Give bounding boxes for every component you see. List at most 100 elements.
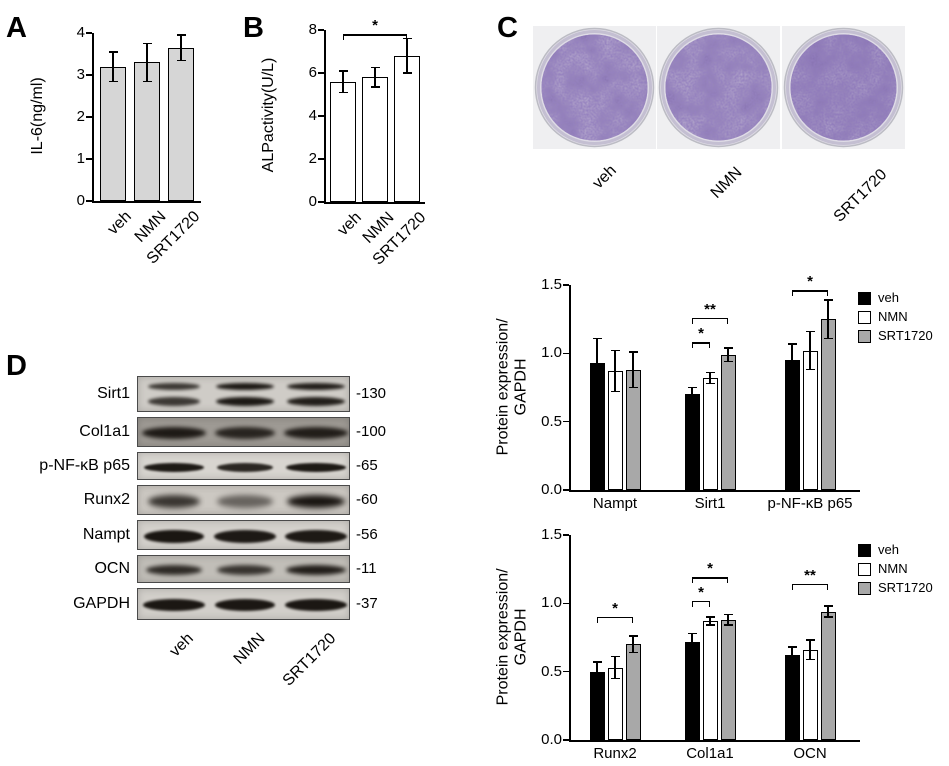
sig-bracket — [692, 342, 710, 344]
y-tick — [318, 201, 324, 203]
error-cap-bottom — [805, 368, 815, 371]
sig-bracket-end — [708, 342, 710, 349]
y-tick — [318, 115, 324, 117]
blot-row-label: Nampt — [82, 526, 130, 543]
error-cap-bottom — [142, 80, 152, 83]
y-tick-label: 3 — [76, 66, 85, 83]
y-tick-label: 1.5 — [541, 276, 562, 293]
sig-label: * — [807, 273, 813, 291]
error-cap-top — [823, 605, 833, 607]
error-bar — [791, 343, 793, 377]
error-cap-bottom — [628, 651, 638, 654]
error-cap-top — [338, 70, 348, 72]
legend-label: SRT1720 — [878, 580, 933, 595]
legend-swatch — [858, 563, 871, 576]
dish-stain-texture — [790, 34, 897, 141]
error-cap-bottom — [402, 72, 412, 74]
error-bar — [614, 656, 616, 679]
bar — [330, 81, 356, 202]
error-bar — [809, 331, 811, 370]
blot-band — [214, 427, 275, 439]
error-cap-bottom — [338, 91, 348, 94]
blot-band — [284, 529, 347, 543]
error-cap-top — [787, 646, 797, 648]
x-axis — [324, 202, 425, 204]
sig-bracket-end — [792, 290, 794, 297]
blot-band — [141, 427, 206, 439]
y-tick — [563, 534, 569, 536]
legend-swatch — [858, 582, 871, 595]
sig-bracket-end — [692, 577, 694, 584]
error-cap-top — [723, 613, 733, 616]
y-tick-label: 0.0 — [541, 481, 562, 498]
error-cap-bottom — [628, 386, 638, 389]
sig-bracket-end — [631, 617, 633, 623]
error-bar — [727, 347, 729, 362]
blot-row-label: OCN — [94, 560, 130, 577]
y-axis — [324, 30, 326, 203]
error-bar — [112, 51, 114, 82]
y-tick — [563, 420, 569, 423]
error-bar — [691, 633, 693, 650]
error-bar — [406, 38, 408, 73]
y-tick — [563, 602, 569, 605]
y-tick — [318, 158, 324, 160]
molecular-weight-label: -11 — [356, 560, 377, 577]
error-cap-top — [628, 635, 638, 637]
error-bar — [709, 372, 711, 384]
error-cap-top — [592, 337, 602, 340]
sig-bracket-end — [692, 317, 694, 324]
error-bar — [691, 387, 693, 402]
blot-band — [147, 396, 200, 406]
sig-bracket-end — [708, 600, 710, 607]
blot-strip — [137, 485, 350, 515]
error-cap-top — [805, 330, 815, 333]
blot-row-label: GAPDH — [73, 595, 130, 612]
y-tick-label: 0 — [308, 193, 317, 210]
y-axis — [569, 535, 571, 741]
x-axis — [569, 490, 860, 492]
blot-band — [215, 396, 274, 406]
error-cap-bottom — [610, 677, 620, 680]
error-bar — [632, 636, 634, 653]
blot-band — [145, 565, 202, 575]
blot-band — [214, 599, 275, 611]
sig-label: * — [707, 560, 713, 578]
blot-band — [143, 462, 204, 472]
panel-d-letter: D — [6, 350, 27, 382]
sig-bracket-end — [692, 342, 694, 349]
error-bar — [727, 614, 729, 626]
blot-band — [216, 565, 273, 575]
error-cap-bottom — [823, 337, 833, 340]
error-bar — [596, 662, 598, 682]
y-tick-label: 4 — [308, 107, 317, 124]
legend-swatch — [858, 544, 871, 557]
sig-label: * — [372, 17, 378, 35]
y-tick-label: 0 — [76, 192, 85, 209]
blot-band — [285, 462, 346, 472]
blot-strip — [137, 520, 350, 550]
error-bar — [632, 351, 634, 388]
sig-label: * — [612, 600, 618, 617]
sig-bracket-end — [692, 600, 694, 607]
legend-swatch — [858, 292, 871, 305]
sig-bracket-end — [405, 34, 407, 41]
error-bar — [342, 70, 344, 93]
error-bar — [791, 647, 793, 664]
blot-band — [286, 494, 345, 508]
blot-band — [216, 494, 273, 508]
bar — [362, 77, 388, 202]
error-cap-bottom — [723, 360, 733, 363]
dish-inner-ring — [537, 30, 652, 145]
blot-band — [147, 382, 200, 390]
error-cap-top — [787, 343, 797, 345]
bar — [394, 55, 420, 202]
sig-bracket-end — [726, 317, 728, 324]
blot-row-label: Runx2 — [83, 491, 130, 508]
error-cap-bottom — [370, 86, 380, 88]
sig-bracket-end — [792, 584, 794, 591]
y-tick-label: 4 — [76, 24, 85, 41]
dish-inner-ring — [786, 30, 901, 145]
y-tick — [318, 29, 324, 31]
